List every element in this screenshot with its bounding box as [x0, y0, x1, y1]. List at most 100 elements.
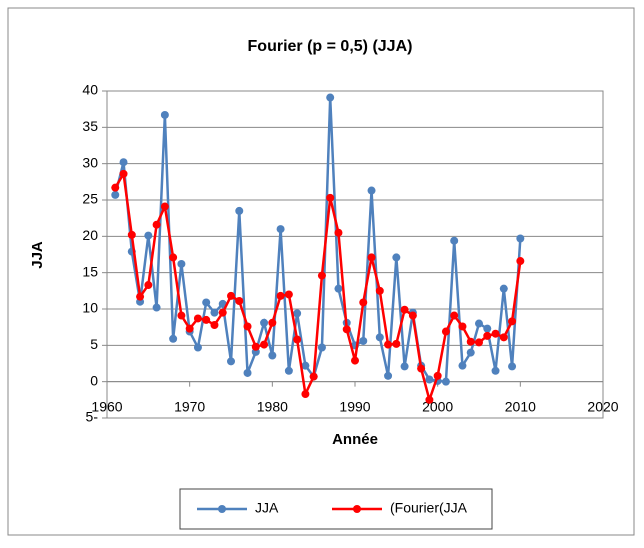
point	[425, 375, 434, 384]
point	[227, 291, 235, 300]
point	[342, 325, 351, 334]
point	[144, 231, 153, 240]
point	[334, 284, 343, 293]
x-tick-label: 2020	[587, 398, 618, 414]
point	[450, 311, 459, 320]
point	[227, 357, 235, 366]
point	[243, 368, 252, 377]
point	[276, 225, 285, 234]
point	[441, 377, 450, 386]
point	[499, 333, 508, 342]
point	[177, 259, 186, 268]
point	[235, 206, 244, 215]
point	[475, 338, 483, 347]
x-tick-label: 1980	[257, 398, 288, 414]
point	[417, 364, 426, 373]
point	[359, 336, 368, 345]
point	[268, 351, 277, 360]
y-tick-label: 25	[82, 191, 98, 207]
point	[367, 186, 376, 195]
point	[193, 343, 202, 352]
point	[260, 340, 269, 349]
y-tick-label: 20	[82, 227, 98, 243]
point	[400, 305, 409, 314]
point	[499, 284, 508, 293]
point	[516, 234, 525, 243]
y-tick-label: 0	[90, 372, 98, 388]
y-tick-label: 5	[90, 336, 98, 352]
point	[177, 311, 186, 320]
point	[425, 395, 434, 404]
point	[483, 324, 492, 333]
point	[144, 281, 153, 290]
point	[326, 193, 335, 202]
legend-marker	[353, 505, 361, 513]
point	[491, 329, 500, 338]
point	[185, 324, 194, 333]
point	[375, 286, 384, 295]
point	[152, 220, 161, 229]
point	[367, 253, 376, 262]
x-tick-label: 1960	[91, 398, 122, 414]
point	[392, 253, 401, 262]
point	[450, 236, 459, 245]
y-tick-label: 15	[82, 263, 98, 279]
point	[326, 93, 335, 102]
point	[433, 371, 442, 380]
point	[202, 298, 211, 307]
point	[508, 362, 517, 371]
point	[111, 183, 120, 192]
point	[284, 290, 293, 299]
point	[169, 253, 178, 262]
point	[309, 372, 318, 381]
point	[491, 366, 500, 375]
point	[293, 309, 302, 318]
point	[260, 318, 269, 327]
point	[334, 228, 343, 237]
point	[400, 362, 409, 371]
point	[251, 342, 260, 351]
point	[458, 361, 467, 370]
point	[210, 320, 219, 329]
x-tick-label: 1990	[339, 398, 370, 414]
y-tick-label: 40	[82, 82, 98, 98]
x-axis-label: Année	[332, 431, 378, 448]
point	[384, 340, 393, 349]
point	[475, 319, 483, 328]
point	[202, 315, 211, 324]
point	[136, 292, 145, 301]
point	[317, 271, 326, 280]
legend-marker	[218, 505, 226, 513]
point	[384, 371, 393, 380]
series-line	[114, 97, 522, 384]
point	[516, 257, 525, 266]
point	[392, 339, 401, 348]
point	[243, 322, 252, 331]
point	[301, 361, 310, 370]
legend-label: JJA	[255, 500, 279, 516]
x-tick-label: 2010	[505, 398, 536, 414]
point	[293, 335, 302, 344]
point	[218, 308, 227, 317]
y-tick-label: 30	[82, 154, 98, 170]
point	[111, 190, 120, 199]
chart-frame	[7, 7, 635, 536]
point	[458, 322, 467, 331]
point	[351, 356, 359, 365]
point	[276, 291, 285, 300]
point	[301, 390, 310, 399]
y-tick-label: 35	[82, 118, 98, 134]
point	[119, 169, 128, 178]
point	[152, 303, 161, 312]
y-tick-label: 10	[82, 300, 98, 316]
legend-label: (Fourier(JJA	[390, 500, 468, 516]
point	[317, 343, 326, 352]
point	[483, 331, 492, 340]
point	[160, 110, 169, 119]
point	[160, 202, 169, 211]
point	[466, 348, 475, 357]
point	[284, 366, 293, 375]
x-tick-label: 1970	[174, 398, 205, 414]
y-tick-label: 5-	[86, 409, 99, 425]
